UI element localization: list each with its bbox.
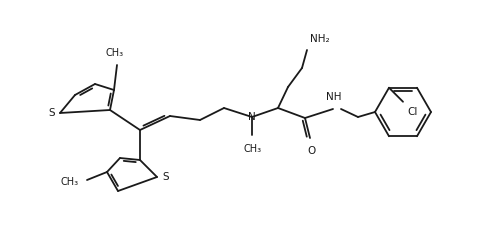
Text: NH: NH xyxy=(326,92,342,102)
Text: N: N xyxy=(248,112,256,122)
Text: Cl: Cl xyxy=(407,107,417,117)
Text: S: S xyxy=(163,172,169,182)
Text: NH₂: NH₂ xyxy=(310,34,330,44)
Text: CH₃: CH₃ xyxy=(106,48,124,58)
Text: S: S xyxy=(49,108,56,118)
Text: CH₃: CH₃ xyxy=(61,177,79,187)
Text: CH₃: CH₃ xyxy=(244,144,262,154)
Text: O: O xyxy=(307,146,315,156)
